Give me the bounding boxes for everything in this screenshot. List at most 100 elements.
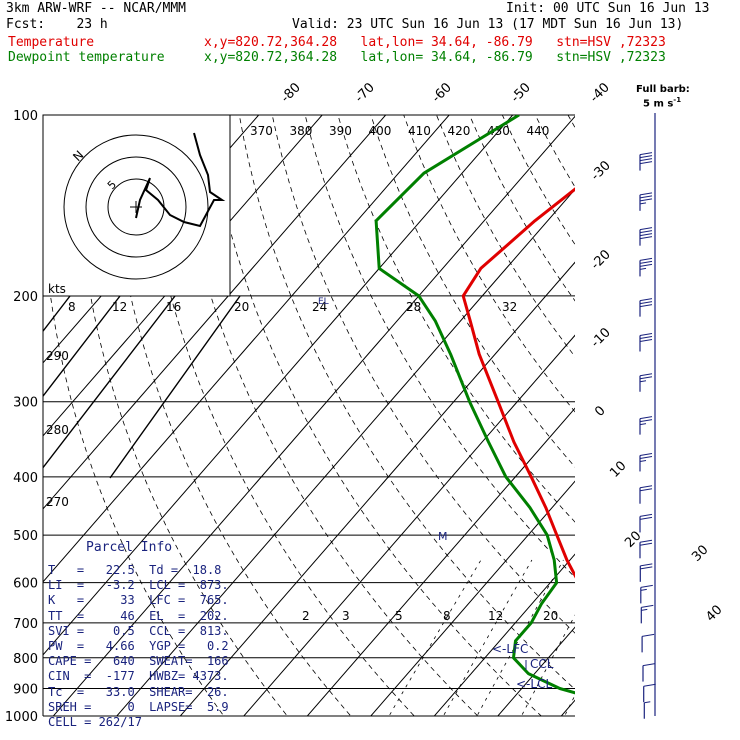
- parcel-info-row: Tc = 33.0 SHEAR= 26.: [48, 684, 229, 699]
- mixing-ratio-label: 8: [443, 609, 451, 623]
- theta-top-label: 430: [487, 124, 510, 138]
- hodograph-speed-line: [109, 295, 241, 479]
- sounding-traces: [374, 115, 575, 695]
- lcl-marker: <-LCL: [516, 677, 552, 691]
- wind-barb: [639, 373, 653, 392]
- isotherm-line: [614, 115, 740, 729]
- mixing-ratio-label: 2: [302, 609, 310, 623]
- isotherm-top-label: -80: [278, 80, 304, 106]
- pressure-label: 100: [13, 109, 38, 124]
- isotherm-line: [116, 188, 575, 716]
- isotherm-right-label: 10: [607, 459, 629, 481]
- isotherm-line: [433, 553, 575, 716]
- parcel-info-row: CELL = 262/17: [48, 715, 142, 730]
- wind-barb-flag: [642, 663, 656, 667]
- isotherm-right-label: 20: [622, 529, 644, 551]
- ccl-marker: CCL: [530, 657, 554, 671]
- wind-barb-half: [639, 267, 647, 270]
- dry-adiabat: [370, 115, 575, 468]
- wind-barb: [639, 152, 653, 171]
- dewpoint-location: x,y=820.72,364.28 lat,lon= 34.64, -86.79…: [204, 50, 666, 65]
- parcel-info-row: T = 22.5 Td = 18.8: [48, 563, 222, 577]
- mixing-ratio-label: 20: [543, 609, 558, 623]
- pressure-label: 800: [13, 652, 38, 667]
- wind-barb: [642, 663, 656, 682]
- forecast-hour: Fcst: 23 h: [6, 17, 108, 32]
- wind-barb: [639, 485, 653, 504]
- wind-barb-flag: [639, 542, 653, 546]
- mixing-ratio-label: 5: [395, 609, 403, 623]
- theta-top-label: 380: [290, 124, 313, 138]
- wind-barb-flag: [639, 452, 653, 456]
- wind-barb-flag: [639, 513, 653, 517]
- isotherm-line: [179, 261, 575, 716]
- dry-adiabat: [337, 115, 575, 523]
- dry-adiabat: [206, 115, 542, 716]
- isotherm-line: [43, 115, 514, 656]
- model-title: 3km ARW-WRF -- NCAR/MMM: [6, 1, 187, 16]
- pressure-label: 300: [13, 396, 38, 411]
- wind-barb: [639, 298, 653, 317]
- dry-adiabat: [74, 115, 288, 716]
- pressure-label: 700: [13, 617, 38, 632]
- dry-adiabat: [634, 115, 740, 729]
- wind-barb: [640, 604, 654, 624]
- wind-barb-half: [639, 459, 647, 462]
- wind-barb-half: [641, 608, 648, 611]
- wind-barb-flag: [639, 485, 653, 489]
- wind-barb-flag: [639, 304, 653, 308]
- wind-barb-flag: [639, 155, 653, 159]
- wind-barb-flag: [639, 455, 653, 459]
- isotherm-right-label: -10: [588, 325, 614, 351]
- wind-barb-flag: [642, 633, 655, 637]
- wind-barb-flag: [639, 301, 653, 305]
- wind-barb: [639, 513, 653, 533]
- wind-barb: [641, 633, 655, 653]
- parcel-info-row: SREH = 0 LAPSE= 5.9: [48, 699, 229, 714]
- wind-barb: [639, 257, 653, 277]
- dry-adiabat: [271, 115, 575, 634]
- isotherm-line: [306, 407, 575, 716]
- dry-adiabat: [700, 115, 740, 729]
- dry-adiabat: [732, 115, 740, 729]
- hodograph-speed-label: 24: [312, 300, 327, 314]
- dry-adiabat: [43, 212, 225, 716]
- dry-adiabat: [534, 115, 575, 188]
- theta-top-label: 440: [527, 124, 550, 138]
- wind-barb: [643, 701, 651, 719]
- wind-barb-flag: [639, 298, 653, 302]
- wind-barb-flag: [639, 195, 653, 199]
- wind-barb: [639, 227, 653, 246]
- wind-barb-half: [639, 423, 647, 426]
- dry-adiabat: [403, 115, 575, 413]
- theta-left-label: 290: [46, 349, 69, 363]
- wind-barb-flag: [639, 488, 653, 492]
- wind-barb: [639, 192, 653, 211]
- hodograph-unit: kts: [48, 282, 66, 296]
- parcel-info-row: SVI = 0.5 CCL = 813.: [48, 623, 229, 638]
- mixing-ratio-line: [597, 560, 681, 729]
- parcel-info-table: T = 22.5 Td = 18.8 LI = -3.2 LCL = 873. K …: [48, 563, 229, 730]
- parcel-info-row: CIN = -177 HWBZ= 4373.: [48, 669, 229, 684]
- lfc-marker: <-LFC: [492, 642, 528, 656]
- wind-barb-flag: [639, 539, 653, 543]
- hodograph-speed-label: 12: [112, 300, 127, 314]
- barb-legend-exponent: -1: [673, 96, 682, 104]
- wind-barb: [643, 683, 656, 703]
- pressure-label: 500: [13, 529, 38, 544]
- wind-barb-flag: [639, 230, 653, 234]
- parcel-info-row: TT = 46 EL = 202.: [48, 608, 229, 623]
- wind-barb-flag: [639, 419, 653, 423]
- wind-barb-flag: [639, 339, 653, 343]
- dry-adiabat: [238, 115, 575, 690]
- wind-barb-flag: [639, 333, 653, 337]
- wind-barb-flag: [639, 236, 653, 240]
- wind-barb-flag: [639, 158, 653, 162]
- isotherm-line: [43, 115, 323, 437]
- theta-left-label: 280: [46, 423, 69, 437]
- isotherm-right-label: 40: [703, 603, 725, 625]
- wind-barb-flag: [639, 336, 653, 340]
- wind-barb-flag: [639, 263, 653, 267]
- temperature-trace: [461, 187, 575, 579]
